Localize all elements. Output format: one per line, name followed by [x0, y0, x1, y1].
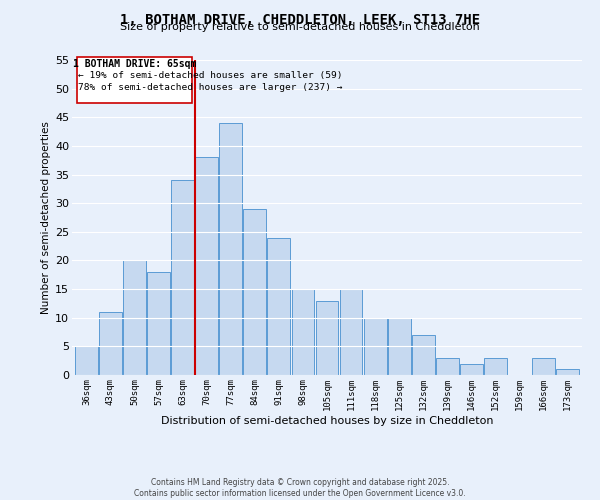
Bar	[220, 123, 242, 375]
Bar	[556, 370, 579, 375]
Bar	[532, 358, 555, 375]
Text: 78% of semi-detached houses are larger (237) →: 78% of semi-detached houses are larger (…	[78, 83, 343, 92]
Bar	[195, 158, 218, 375]
Text: 1 BOTHAM DRIVE: 65sqm: 1 BOTHAM DRIVE: 65sqm	[73, 59, 196, 69]
X-axis label: Distribution of semi-detached houses by size in Cheddleton: Distribution of semi-detached houses by …	[161, 416, 493, 426]
Bar	[244, 209, 266, 375]
Text: ← 19% of semi-detached houses are smaller (59): ← 19% of semi-detached houses are smalle…	[78, 72, 343, 80]
Bar	[340, 289, 362, 375]
Bar	[460, 364, 483, 375]
Y-axis label: Number of semi-detached properties: Number of semi-detached properties	[41, 121, 51, 314]
Bar	[484, 358, 507, 375]
Bar	[75, 346, 98, 375]
Bar	[412, 335, 434, 375]
Text: 1, BOTHAM DRIVE, CHEDDLETON, LEEK, ST13 7HE: 1, BOTHAM DRIVE, CHEDDLETON, LEEK, ST13 …	[120, 12, 480, 26]
Bar	[268, 238, 290, 375]
Bar	[292, 289, 314, 375]
Bar	[388, 318, 410, 375]
Bar	[316, 300, 338, 375]
Text: Size of property relative to semi-detached houses in Cheddleton: Size of property relative to semi-detach…	[120, 22, 480, 32]
Bar	[147, 272, 170, 375]
Bar	[123, 260, 146, 375]
Bar	[77, 57, 192, 103]
Text: Contains HM Land Registry data © Crown copyright and database right 2025.
Contai: Contains HM Land Registry data © Crown c…	[134, 478, 466, 498]
Bar	[171, 180, 194, 375]
Bar	[436, 358, 459, 375]
Bar	[99, 312, 122, 375]
Bar	[364, 318, 386, 375]
